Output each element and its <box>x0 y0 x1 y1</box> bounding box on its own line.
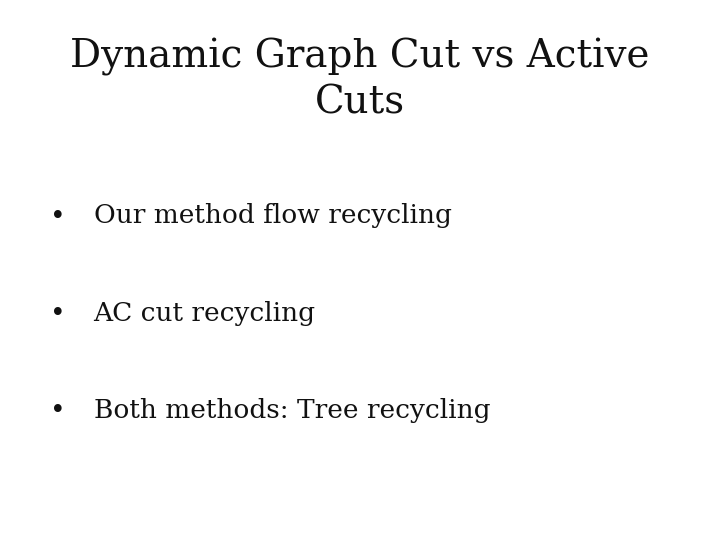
Text: AC cut recycling: AC cut recycling <box>94 301 316 326</box>
Text: Dynamic Graph Cut vs Active
Cuts: Dynamic Graph Cut vs Active Cuts <box>71 38 649 122</box>
Text: •: • <box>50 301 66 326</box>
Text: •: • <box>50 398 66 423</box>
Text: Both methods: Tree recycling: Both methods: Tree recycling <box>94 398 490 423</box>
Text: •: • <box>50 204 66 228</box>
Text: Our method flow recycling: Our method flow recycling <box>94 204 451 228</box>
